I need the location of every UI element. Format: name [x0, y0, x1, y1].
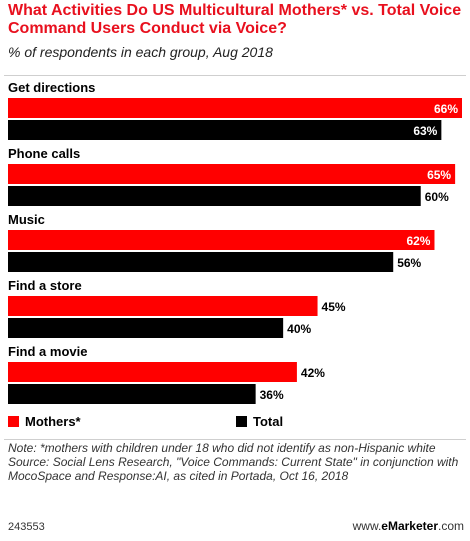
top-divider — [4, 75, 466, 76]
note-text: Note: *mothers with children under 18 wh… — [8, 441, 436, 455]
data-label-total-phone-calls: 60% — [425, 190, 449, 204]
data-label-mothers-phone-calls: 65% — [427, 168, 451, 182]
bar-mothers-music — [8, 230, 435, 250]
bar-total-find-a-movie — [8, 384, 256, 404]
data-label-mothers-find-a-movie: 42% — [301, 366, 325, 380]
brand-name: eMarketer — [381, 519, 438, 533]
data-label-total-find-a-movie: 36% — [260, 388, 284, 402]
bar-mothers-find-a-movie — [8, 362, 297, 382]
source-text: Source: Social Lens Research, "Voice Com… — [8, 455, 459, 483]
bar-mothers-phone-calls — [8, 164, 456, 184]
bar-chart: Get directions 66% 63% Phone calls 65% 60% Mus… — [8, 80, 462, 404]
legend-item-mothers: Mothers* — [8, 413, 81, 429]
bar-total-phone-calls — [8, 186, 421, 206]
footnotes: Note: *mothers with children under 18 wh… — [8, 441, 466, 483]
bar-total-music — [8, 252, 394, 272]
data-label-total-get-directions: 63% — [413, 124, 437, 138]
legend-swatch-mothers — [8, 415, 19, 427]
legend-item-total: Total — [236, 413, 283, 429]
category-label-find-a-movie: Find a movie — [8, 344, 87, 359]
bottom-divider — [4, 439, 466, 440]
data-label-mothers-find-a-store: 45% — [322, 300, 346, 314]
legend-label-total: Total — [253, 413, 284, 429]
emarketer-logo[interactable]: www.eMarketer.com — [353, 519, 464, 533]
legend-label-mothers: Mothers* — [25, 413, 81, 429]
data-label-mothers-music: 62% — [406, 234, 430, 248]
chart-subtitle: % of respondents in each group, Aug 2018 — [8, 44, 273, 60]
data-label-total-find-a-store: 40% — [287, 322, 311, 336]
brand-prefix: www. — [352, 519, 382, 533]
category-label-get-directions: Get directions — [8, 80, 95, 95]
bar-total-get-directions — [8, 120, 442, 140]
category-label-phone-calls: Phone calls — [8, 146, 80, 161]
category-label-find-a-store: Find a store — [8, 278, 82, 293]
chart-id: 243553 — [8, 521, 45, 533]
bar-mothers-get-directions — [8, 98, 462, 118]
chart-title: What Activities Do US Multicultural Moth… — [8, 2, 462, 37]
data-label-mothers-get-directions: 66% — [434, 102, 458, 116]
brand-suffix: .com — [437, 519, 464, 533]
data-label-total-music: 56% — [397, 256, 421, 270]
bar-total-find-a-store — [8, 318, 284, 338]
category-label-music: Music — [8, 212, 45, 227]
legend-swatch-total — [236, 415, 247, 427]
bar-mothers-find-a-store — [8, 296, 318, 316]
